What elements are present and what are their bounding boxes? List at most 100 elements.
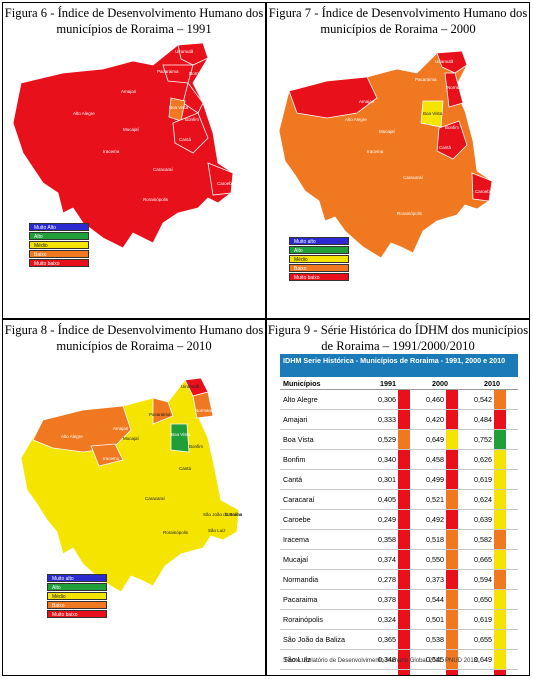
row-2010-swatch bbox=[494, 590, 506, 609]
row-2010-value: 0,582 bbox=[474, 535, 492, 544]
f8-legend-alto: Alto bbox=[47, 583, 107, 591]
table-row: São João da Baliza 0,365 0,538 0,655 bbox=[280, 630, 518, 650]
f8-legend-muito-baixo: Muito baixo bbox=[47, 610, 107, 618]
f7-label-iracema: Iracema bbox=[367, 149, 384, 154]
row-2010-swatch bbox=[494, 650, 506, 669]
row-2010-value: 0,542 bbox=[474, 395, 492, 404]
row-2010-value: 0,453 bbox=[458, 675, 494, 676]
row-2000-value: 0,460 bbox=[426, 395, 444, 404]
f7-label-uiramuta: Uiramutã bbox=[435, 59, 454, 64]
idhm-table: IDHM Serie Histórica - Municípios de Ror… bbox=[280, 354, 518, 676]
f6-label-uiramuta: Uiramutã bbox=[175, 49, 194, 54]
row-2010-swatch bbox=[494, 470, 506, 489]
row-1991-value: 0,374 bbox=[378, 555, 396, 564]
table-row: Boa Vista 0,529 0,649 0,752 bbox=[280, 430, 518, 450]
row-2000-swatch bbox=[446, 470, 458, 489]
f6-label-mucajai: Mucajaí bbox=[123, 127, 140, 132]
row-municipio: Amajari bbox=[283, 415, 308, 424]
row-2000-value: 0,518 bbox=[426, 535, 444, 544]
figure-7-cell: Figura 7 - Índice de Desenvolvimento Hum… bbox=[266, 2, 530, 319]
f7-legend-muito-alto: Muito alto bbox=[289, 237, 349, 245]
table-source: Fonte: Relatório de Desenvolvimento Huma… bbox=[285, 658, 479, 664]
f6-label-caroebe: Caroebe bbox=[217, 181, 235, 186]
row-1991-swatch bbox=[398, 470, 410, 489]
row-municipio: Boa Vista bbox=[283, 435, 314, 444]
table-row: Caroebe 0,249 0,492 0,639 bbox=[280, 510, 518, 530]
row-1991-swatch bbox=[398, 630, 410, 649]
table-body: Alto Alegre 0,306 0,460 0,542 Amajari 0,333 0,… bbox=[280, 390, 518, 676]
row-1991-swatch bbox=[398, 570, 410, 589]
row-1991-swatch bbox=[398, 450, 410, 469]
row-2000-swatch bbox=[446, 390, 458, 409]
figure-7-legend: Muito alto Alto Médio Baixo Muito baixo bbox=[289, 237, 349, 282]
row-2000-value: 0,538 bbox=[426, 635, 444, 644]
table-row: Caracaraí 0,405 0,521 0,624 bbox=[280, 490, 518, 510]
table-row: Pacaraima 0,378 0,544 0,650 bbox=[280, 590, 518, 610]
row-municipio: São João da Baliza bbox=[283, 635, 345, 644]
row-2010-swatch bbox=[494, 610, 506, 629]
row-1991-swatch bbox=[398, 530, 410, 549]
f6-label-amajari: Amajari bbox=[121, 89, 136, 94]
row-2000-swatch bbox=[446, 510, 458, 529]
row-1991-swatch bbox=[398, 490, 410, 509]
table-row: Bonfim 0,340 0,458 0,626 bbox=[280, 450, 518, 470]
table-row: Uiramutã0,201 0,333 0,453 bbox=[280, 670, 518, 676]
f8-label-altoalegre: Alto Alegre bbox=[61, 434, 83, 439]
row-1991-value: 0,301 bbox=[378, 475, 396, 484]
table-row: Rorainópolis 0,324 0,501 0,619 bbox=[280, 610, 518, 630]
row-1991-value: 0,365 bbox=[378, 635, 396, 644]
row-1991-value: 0,340 bbox=[378, 455, 396, 464]
f6-label-boavista: Boa Vista bbox=[169, 105, 189, 110]
row-municipio: Normandia bbox=[283, 575, 319, 584]
row-2010-swatch bbox=[494, 430, 506, 449]
f6-legend-muito-alto: Muito Alto bbox=[29, 223, 89, 231]
f8-label-amajari: Amajari bbox=[113, 426, 128, 431]
row-2000-value: 0,649 bbox=[426, 435, 444, 444]
table-row: Alto Alegre 0,306 0,460 0,542 bbox=[280, 390, 518, 410]
f6-label-rorainopolis: Rorainópolis bbox=[143, 197, 169, 202]
header-municipios: Municípios bbox=[283, 378, 321, 388]
row-2000-value: 0,545 bbox=[426, 655, 444, 664]
table-header: Municípios 1991 2000 2010 bbox=[280, 377, 518, 390]
row-2000-swatch bbox=[446, 630, 458, 649]
row-1991-swatch bbox=[398, 510, 410, 529]
row-municipio: Iracema bbox=[283, 535, 309, 544]
row-municipio: São Luiz bbox=[283, 655, 311, 664]
f6-legend-medio: Médio bbox=[29, 241, 89, 249]
row-municipio: Bonfim bbox=[283, 455, 306, 464]
row-1991-value: 0,201 bbox=[362, 675, 398, 676]
figure-6-map: Uiramutã Pacaraima Normandia Amajari Boa… bbox=[12, 42, 235, 249]
row-2000-value: 0,458 bbox=[426, 455, 444, 464]
row-2010-swatch bbox=[494, 550, 506, 569]
row-1991-value: 0,278 bbox=[378, 575, 396, 584]
row-1991-value: 0,324 bbox=[378, 615, 396, 624]
row-2000-swatch bbox=[446, 490, 458, 509]
row-1991-swatch bbox=[398, 670, 410, 675]
row-2010-value: 0,626 bbox=[474, 455, 492, 464]
figure-8-legend: Muito alto Alto Médio Baixo Muito baixo bbox=[47, 574, 107, 619]
row-2000-value: 0,521 bbox=[426, 495, 444, 504]
row-2010-value: 0,619 bbox=[474, 475, 492, 484]
row-2000-value: 0,333 bbox=[410, 675, 446, 676]
row-1991-value: 0,378 bbox=[378, 595, 396, 604]
row-2000-swatch bbox=[446, 670, 458, 675]
row-2010-value: 0,619 bbox=[474, 615, 492, 624]
row-2010-value: 0,649 bbox=[474, 655, 492, 664]
f7-legend-medio: Médio bbox=[289, 255, 349, 263]
row-1991-swatch bbox=[398, 590, 410, 609]
f7-label-normandia: Normandia bbox=[447, 85, 470, 90]
row-1991-value: 0,306 bbox=[378, 395, 396, 404]
f8-label-caroebe: Caroebe bbox=[225, 512, 243, 517]
row-2010-value: 0,484 bbox=[474, 415, 492, 424]
row-municipio: Uiramutã bbox=[280, 675, 362, 676]
row-municipio: Pacaraima bbox=[283, 595, 318, 604]
row-municipio: Caracaraí bbox=[283, 495, 315, 504]
row-2000-swatch bbox=[446, 590, 458, 609]
row-2000-value: 0,373 bbox=[426, 575, 444, 584]
table-row: Iracema 0,358 0,518 0,582 bbox=[280, 530, 518, 550]
row-municipio: Alto Alegre bbox=[283, 395, 318, 404]
row-1991-value: 0,358 bbox=[378, 535, 396, 544]
row-1991-swatch bbox=[398, 410, 410, 429]
row-2000-swatch bbox=[446, 430, 458, 449]
figure-6-cell: Figura 6 - Índice de Desenvolvimento Hum… bbox=[2, 2, 266, 319]
